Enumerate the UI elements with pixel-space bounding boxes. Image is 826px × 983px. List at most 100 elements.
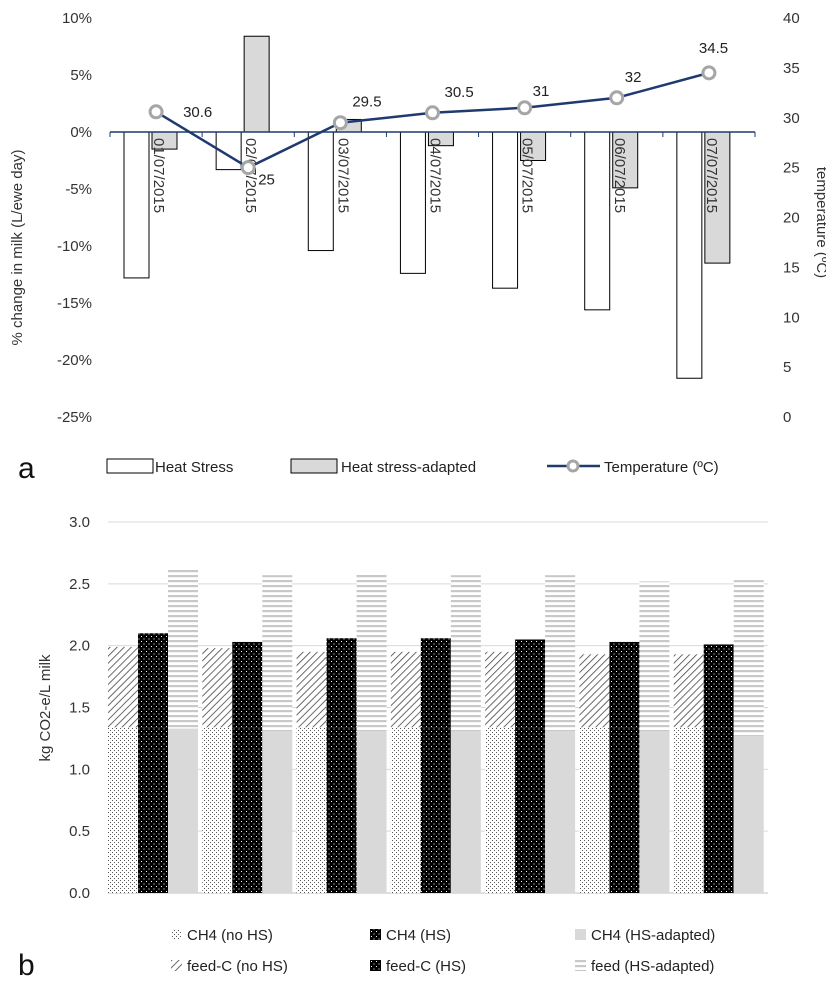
bar-heat-stress (492, 131, 519, 289)
bar-segment-feed-c-hs (138, 633, 168, 728)
bar-heat-stress (584, 131, 611, 311)
bar-segment-feed-c-no-hs (673, 654, 704, 728)
temperature-point (332, 115, 348, 131)
bar-segment-feed-c-no-hs (390, 651, 421, 728)
bar-segment-ch4-hs (420, 727, 451, 893)
bar-heat-stress (307, 131, 334, 252)
bar-segment-ch4-no-hs (673, 727, 704, 893)
bar-segment-ch4-hs (703, 727, 734, 893)
bar-segment-feed-hs-adapted (639, 581, 670, 731)
temperature-data-label: 30.6 (183, 104, 212, 121)
bar-segment-feed-hs-adapted (545, 575, 576, 731)
legend-swatch (171, 929, 182, 940)
bar-segment-feed-c-hs (326, 638, 357, 728)
legend-label: CH4 (HS) (386, 927, 451, 944)
temperature-point (701, 65, 717, 81)
y-tick-label: -10% (57, 238, 92, 255)
category-label: 03/07/2015 (334, 138, 351, 213)
temperature-data-label: 29.5 (352, 94, 381, 111)
y-tick-label: 2.5 (69, 576, 90, 593)
y-tick-label: 0% (70, 124, 92, 141)
bar-segment-feed-hs-adapted (262, 575, 293, 731)
panel-label-a: a (18, 452, 35, 485)
bar-segment-ch4-hs-adapted (356, 730, 387, 893)
temperature-point (425, 105, 440, 121)
bar-segment-feed-hs-adapted (733, 580, 764, 736)
bar-segment-ch4-no-hs (296, 727, 327, 893)
legend-swatch (575, 960, 586, 971)
temperature-point (148, 104, 164, 120)
bar-segment-ch4-no-hs (485, 727, 516, 893)
y-tick-label: 10% (62, 10, 92, 27)
legend-swatch (575, 929, 586, 940)
y-tick-label: 0.0 (69, 885, 90, 902)
bar-segment-feed-hs-adapted (356, 572, 387, 731)
bar-heat-stress (676, 131, 703, 379)
bar-segment-feed-c-hs (703, 644, 734, 728)
bar-segment-feed-c-hs (232, 641, 263, 728)
temperature-point (240, 160, 256, 176)
y2-tick-label: 30 (783, 110, 800, 127)
panel-label-b: b (18, 949, 35, 982)
bar-segment-feed-c-no-hs (296, 651, 327, 728)
bar-segment-ch4-hs (138, 727, 168, 893)
bar-segment-feed-hs-adapted (168, 567, 198, 729)
category-label: 07/07/2015 (703, 138, 720, 213)
y2-axis-label: temperature (ºC) (813, 167, 826, 278)
bar-heat-stress (399, 131, 426, 274)
bar-segment-ch4-hs (515, 727, 546, 893)
temperature-data-label: 32 (625, 69, 642, 86)
legend-label: CH4 (no HS) (187, 927, 273, 944)
bar-heat-stress-adapted (243, 35, 270, 133)
legend-label-heat-stress: Heat Stress (155, 459, 233, 476)
y2-tick-label: 35 (783, 60, 800, 77)
bar-segment-feed-c-no-hs (108, 646, 138, 728)
y-tick-label: 5% (70, 67, 92, 84)
y-tick-label: 2.0 (69, 638, 90, 655)
legend-label: feed (HS-adapted) (591, 958, 714, 975)
legend-swatch-heat-stress-adapted (290, 458, 338, 474)
bar-heat-stress-adapted (704, 131, 731, 264)
y-tick-label: 1.5 (69, 700, 90, 717)
legend-swatch (370, 960, 381, 971)
y2-tick-label: 10 (783, 309, 800, 326)
y2-tick-label: 0 (783, 409, 791, 426)
bar-segment-ch4-hs-adapted (733, 735, 764, 893)
y-tick-label: -25% (57, 409, 92, 426)
category-label: 01/07/2015 (150, 138, 167, 213)
temperature-data-label: 31 (533, 83, 550, 100)
bar-heat-stress (123, 131, 150, 279)
bar-segment-ch4-hs (609, 727, 640, 893)
category-label: 05/07/2015 (519, 138, 536, 213)
y-tick-label: 0.5 (69, 823, 90, 840)
bar-segment-ch4-no-hs (579, 727, 610, 893)
bar-segment-feed-hs-adapted (450, 575, 481, 731)
bar-segment-ch4-hs (232, 727, 263, 893)
y-axis-label: % change in milk (L/ewe day) (9, 150, 26, 346)
bar-segment-ch4-no-hs (202, 727, 233, 893)
legend-label: feed-C (no HS) (187, 958, 288, 975)
bar-heat-stress-adapted (520, 131, 547, 161)
y-tick-label: -20% (57, 352, 92, 369)
bar-segment-ch4-hs-adapted (639, 730, 670, 893)
temperature-data-label: 25 (258, 172, 275, 189)
bar-segment-ch4-hs-adapted (545, 730, 576, 893)
y2-tick-label: 20 (783, 210, 800, 227)
bar-segment-ch4-hs-adapted (262, 730, 293, 893)
y-tick-label: 3.0 (69, 514, 90, 531)
category-label: 04/07/2015 (427, 138, 444, 213)
bar-segment-feed-c-hs (515, 639, 546, 728)
bar-segment-feed-c-no-hs (485, 651, 516, 728)
legend-marker-temperature (566, 459, 580, 473)
category-label: 06/07/2015 (611, 138, 628, 213)
y-tick-label: 1.0 (69, 761, 90, 778)
bar-segment-feed-c-hs (420, 638, 451, 728)
y-tick-label: -15% (57, 295, 92, 312)
bar-segment-feed-c-no-hs (579, 654, 610, 728)
bar-segment-ch4-hs (326, 727, 357, 893)
bar-segment-feed-c-no-hs (202, 648, 233, 728)
legend-swatch (171, 960, 182, 971)
bar-segment-ch4-no-hs (108, 727, 138, 893)
temperature-data-label: 34.5 (699, 40, 728, 57)
